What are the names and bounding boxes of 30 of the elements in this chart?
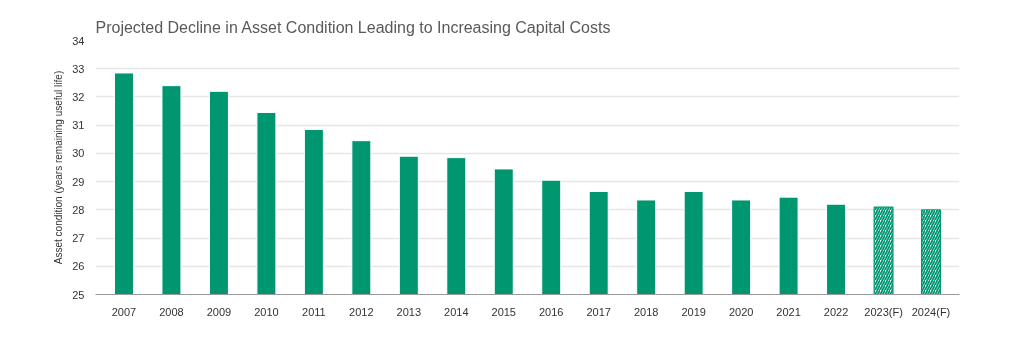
x-tick-label: 2013: [396, 305, 422, 318]
x-tick-label: 2015: [491, 305, 517, 318]
x-tick-label: 2018: [633, 305, 659, 318]
y-tick-label: 29: [72, 175, 85, 188]
chart-title: Projected Decline in Asset Condition Leading to Increasing Capital Costs: [95, 18, 611, 36]
y-tick-label: 26: [72, 260, 85, 273]
x-tick-label: 2023(F): [864, 305, 903, 318]
x-tick-label: 2024(F): [911, 305, 951, 318]
x-tick-label: 2020: [728, 305, 754, 318]
x-tick-label: 2017: [586, 305, 611, 318]
x-tick-label: 2008: [159, 305, 184, 318]
x-tick-label: 2011: [302, 305, 326, 318]
x-tick-label: 2012: [349, 305, 374, 318]
y-tick-label: 25: [72, 288, 85, 301]
x-tick-label: 2014: [444, 305, 469, 318]
y-tick-label: 33: [72, 62, 85, 75]
y-tick-label: 27: [72, 232, 85, 245]
y-tick-label: 34: [72, 34, 85, 47]
y-tick-label: 31: [72, 119, 85, 132]
x-tick-label: 2009: [206, 305, 232, 318]
x-tick-label: 2019: [681, 305, 706, 318]
x-tick-label: 2021: [776, 305, 801, 318]
y-axis-title: Asset condition (years remaining useful life): [53, 70, 65, 265]
y-tick-label: 28: [72, 203, 85, 216]
x-tick-label: 2016: [539, 305, 564, 318]
y-tick-label: 32: [72, 90, 85, 103]
x-tick-label: 2022: [823, 305, 849, 318]
x-tick-label: 2010: [254, 305, 279, 318]
x-tick-label: 2007: [111, 305, 137, 318]
y-tick-label: 30: [72, 147, 85, 160]
